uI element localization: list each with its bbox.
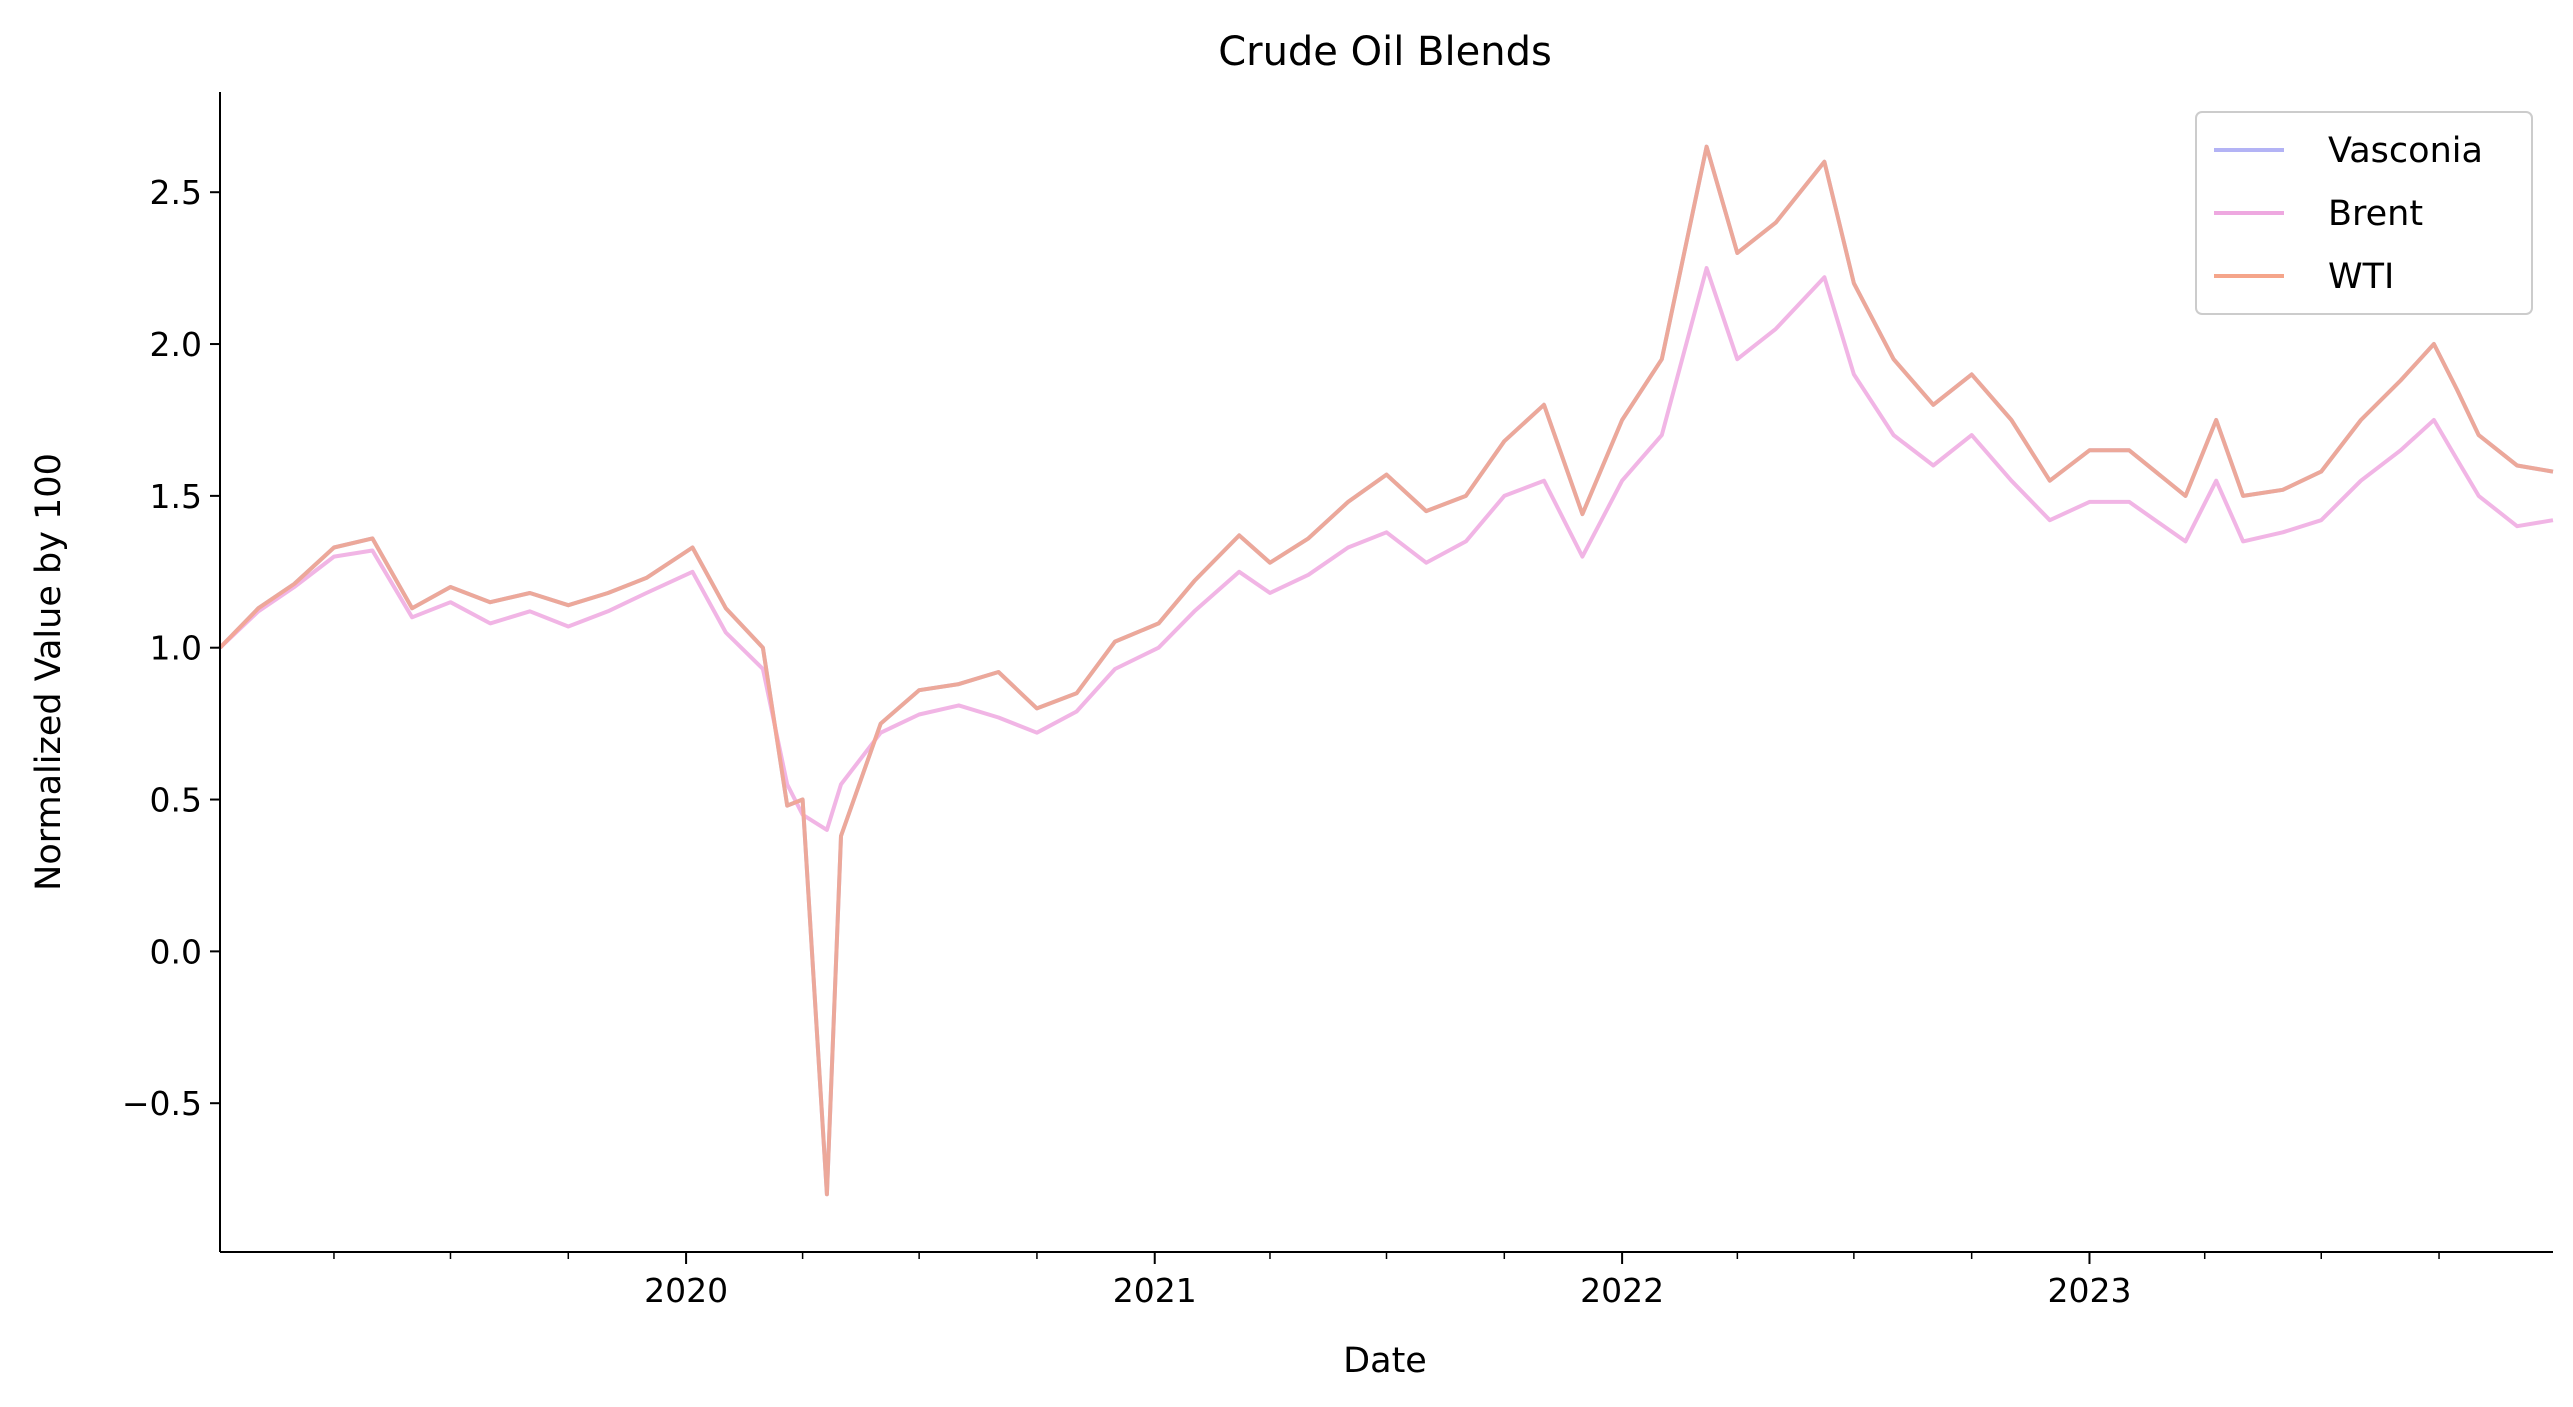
x-tick-label: 2022 (1580, 1271, 1664, 1310)
series-line-wti (218, 144, 2554, 1197)
y-tick-label: 0.0 (150, 932, 202, 971)
legend-label-vasconia: Vasconia (2328, 131, 2483, 171)
x-ticks: 2020 2021 2022 2023 (644, 1252, 2131, 1310)
legend-box (2195, 111, 2533, 315)
x-minor-ticks (333, 1252, 2440, 1259)
x-tick-label: 2023 (2047, 1271, 2131, 1310)
x-tick-label: 2021 (1113, 1271, 1197, 1310)
chart-title: Crude Oil Blends (1218, 29, 1552, 75)
legend-label-wti: WTI (2328, 257, 2394, 297)
x-tick-label: 2020 (644, 1271, 728, 1310)
series-layer (218, 144, 2554, 1197)
y-tick-label: 2.5 (150, 173, 202, 212)
x-axis-label: Date (1343, 1341, 1427, 1381)
y-tick-label: −0.5 (122, 1084, 202, 1123)
legend: Vasconia Brent WTI (2195, 111, 2533, 315)
y-ticks: −0.5 0.0 0.5 1.0 1.5 2.0 2.5 (122, 173, 220, 1123)
legend-items: Vasconia Brent WTI (2214, 131, 2483, 297)
y-tick-label: 0.5 (150, 781, 202, 820)
series-line-brent (218, 266, 2554, 832)
y-tick-label: 2.0 (150, 325, 202, 364)
y-tick-label: 1.5 (150, 477, 202, 516)
y-axis-label: Normalized Value by 100 (29, 453, 69, 891)
legend-label-brent: Brent (2328, 194, 2423, 234)
y-tick-label: 1.0 (150, 629, 202, 668)
